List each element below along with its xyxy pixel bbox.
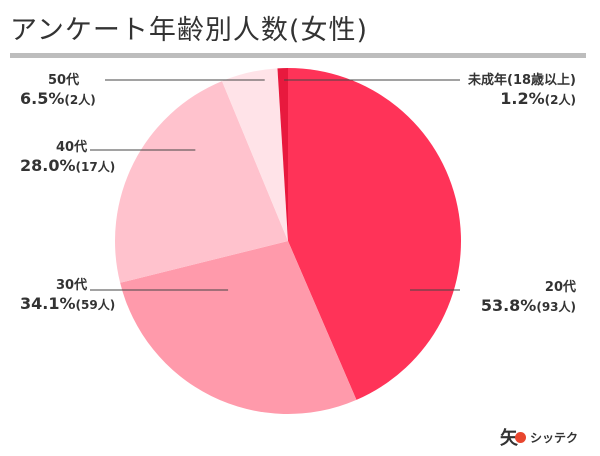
logo-dot-icon: [515, 431, 526, 443]
label-minor-category: 未成年(18歳以上): [468, 73, 576, 88]
label-50s-value: 6.5%(2人): [20, 89, 96, 110]
label-40s-percent: 28.0%: [20, 156, 76, 175]
site-logo: 矢シッテク: [500, 424, 579, 449]
label-30s-count: (59人): [75, 298, 116, 312]
label-20s-percent: 53.8%: [480, 296, 537, 315]
label-20s-value: 53.8%(93人): [466, 296, 576, 317]
label-50s-category: 50代: [48, 73, 80, 88]
label-minor-percent: 1.2%: [500, 89, 545, 108]
chart-title: アンケート年齢別人数(女性): [10, 15, 368, 46]
label-30s: 30代 34.1%(59人): [20, 278, 115, 315]
logo-mark: 矢: [500, 428, 518, 449]
label-minor-value: 1.2%(2人): [446, 89, 576, 110]
label-30s-value: 34.1%(59人): [20, 294, 115, 315]
slice-40s: [114, 81, 288, 283]
slice-20s: [288, 68, 461, 400]
label-20s-category: 20代: [544, 280, 576, 295]
slice-30s: [120, 241, 357, 414]
slice-minor: [277, 68, 288, 241]
title-underline: [10, 53, 586, 58]
label-30s-percent: 34.1%: [20, 294, 76, 313]
label-20s: 20代 53.8%(93人): [466, 280, 576, 317]
pie-slices: [114, 68, 461, 414]
label-40s-category: 40代: [56, 140, 88, 155]
slice-50s: [221, 68, 288, 242]
label-40s-value: 28.0%(17人): [20, 156, 115, 177]
label-30s-category: 30代: [56, 278, 88, 293]
label-50s-percent: 6.5%: [20, 89, 65, 108]
label-minor-count: (2人): [544, 93, 576, 107]
label-40s: 40代 28.0%(17人): [20, 140, 115, 177]
label-50s: 50代 6.5%(2人): [20, 73, 96, 110]
label-20s-count: (93人): [536, 300, 576, 314]
label-40s-count: (17人): [75, 160, 116, 174]
label-minor: 未成年(18歳以上) 1.2%(2人): [446, 73, 576, 110]
logo-name: シッテク: [530, 430, 579, 445]
label-50s-count: (2人): [64, 93, 96, 107]
leader-lines: [90, 79, 460, 291]
